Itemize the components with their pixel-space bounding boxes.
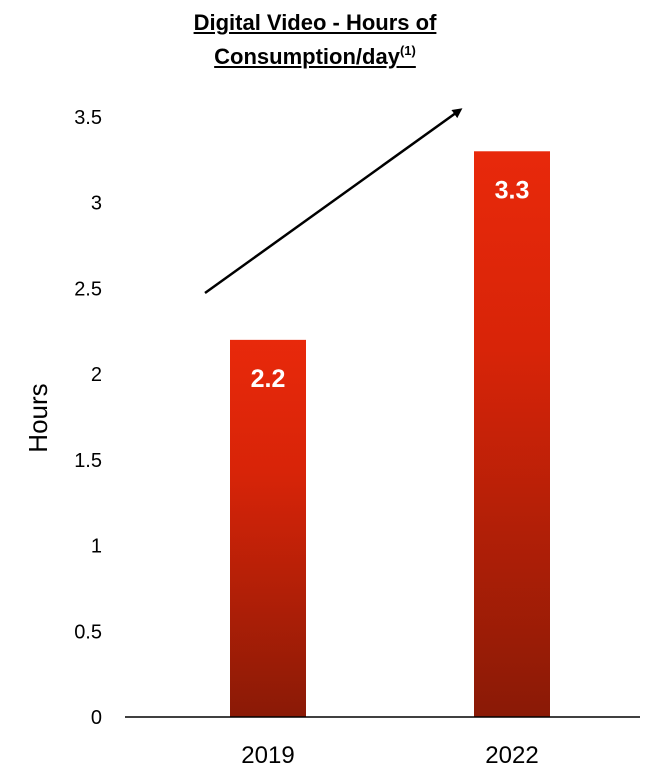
x-axis-ticks: 2019 2022 — [241, 742, 538, 769]
bar-2022 — [474, 151, 550, 718]
chart-title-line2: Consumption/day — [214, 44, 400, 69]
y-tick-label: 3.5 — [74, 107, 102, 129]
bar-2019 — [230, 339, 306, 717]
y-axis-label: Hours — [23, 383, 53, 452]
bars — [230, 151, 550, 718]
y-tick-label: 1.5 — [74, 450, 102, 472]
bar-data-labels: 2.2 3.3 — [251, 176, 530, 393]
x-tick-label: 2019 — [241, 742, 294, 769]
y-tick-label: 3 — [91, 193, 102, 215]
bar-value-label: 3.3 — [495, 176, 530, 204]
y-tick-label: 2 — [91, 364, 102, 386]
chart-title: Digital Video - Hours of Consumption/day… — [150, 6, 480, 74]
chart-title-superscript: (1) — [399, 43, 416, 58]
bar-value-label: 2.2 — [251, 365, 286, 393]
y-tick-label: 0 — [91, 707, 102, 729]
y-tick-label: 1 — [91, 536, 102, 558]
y-tick-label: 2.5 — [74, 278, 102, 300]
x-tick-label: 2022 — [485, 742, 538, 769]
y-axis-ticks: 0 0.5 1 1.5 2 2.5 3 3.5 — [74, 107, 102, 729]
y-tick-label: 0.5 — [74, 621, 102, 643]
chart-title-line1: Digital Video - Hours of — [193, 10, 437, 35]
trend-arrow — [204, 108, 463, 295]
